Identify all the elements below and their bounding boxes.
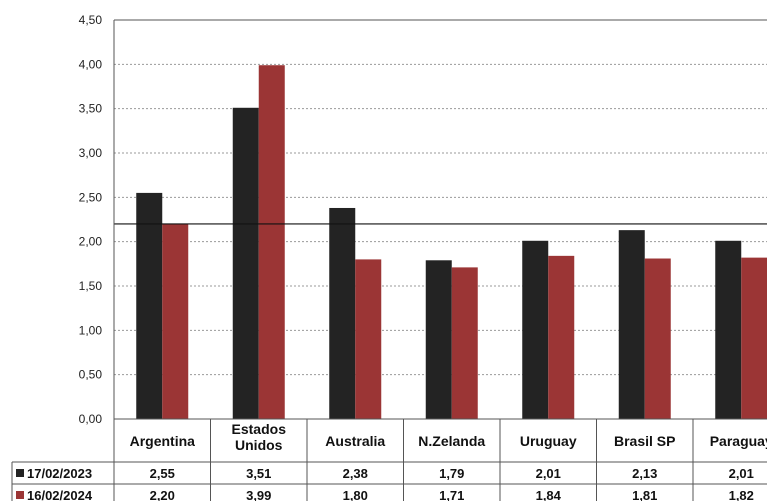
y-tick-label: 0,50	[79, 368, 103, 382]
category-label: Brasil SP	[614, 433, 675, 449]
category-label: Australia	[325, 433, 385, 449]
bar-17-02-2023-2	[329, 208, 355, 419]
data-label: 3,99	[246, 488, 271, 501]
category-label-line: Uruguay	[520, 433, 577, 449]
y-tick-label: 3,00	[79, 146, 103, 160]
category-label: Uruguay	[520, 433, 577, 449]
category-label-line: Unidos	[235, 437, 283, 453]
category-label-line: Australia	[325, 433, 385, 449]
data-label: 2,38	[343, 466, 368, 481]
bar-16-02-2024-3	[452, 267, 478, 419]
bar-17-02-2023-5	[619, 230, 645, 419]
data-label: 1,71	[439, 488, 464, 501]
y-tick-label: 4,50	[79, 13, 103, 27]
data-label: 2,55	[150, 466, 175, 481]
data-label: 1,79	[439, 466, 464, 481]
category-label: Paraguay	[710, 433, 767, 449]
bar-17-02-2023-6	[715, 241, 741, 419]
y-tick-label: 2,50	[79, 190, 103, 204]
legend-swatch	[16, 491, 24, 499]
bar-17-02-2023-0	[136, 193, 162, 419]
category-label-line: Paraguay	[710, 433, 767, 449]
data-label: 2,20	[150, 488, 175, 501]
data-label: 1,80	[343, 488, 368, 501]
data-label: 1,81	[632, 488, 657, 501]
category-label-line: Argentina	[130, 433, 196, 449]
legend-swatch	[16, 469, 24, 477]
legend-label: 17/02/2023	[27, 466, 92, 481]
y-tick-label: 1,50	[79, 279, 103, 293]
bar-17-02-2023-3	[426, 260, 452, 419]
category-label: N.Zelanda	[418, 433, 485, 449]
legend-label: 16/02/2024	[27, 488, 93, 501]
data-label: 1,84	[536, 488, 562, 501]
data-label: 2,01	[729, 466, 754, 481]
category-label-line: N.Zelanda	[418, 433, 485, 449]
category-label: Estados Unidos	[232, 421, 287, 453]
bar-17-02-2023-1	[233, 108, 259, 419]
category-label: Argentina	[130, 433, 196, 449]
bar-16-02-2024-5	[645, 259, 671, 419]
bar-16-02-2024-6	[741, 258, 767, 419]
data-label: 2,13	[632, 466, 657, 481]
y-tick-label: 1,00	[79, 323, 103, 337]
y-tick-label: 2,00	[79, 235, 103, 249]
category-label-line: Estados	[232, 421, 287, 437]
data-label: 3,51	[246, 466, 271, 481]
y-tick-label: 3,50	[79, 102, 103, 116]
data-label: 1,82	[729, 488, 754, 501]
bar-17-02-2023-4	[522, 241, 548, 419]
category-label-line: Brasil SP	[614, 433, 675, 449]
data-label: 2,01	[536, 466, 561, 481]
y-tick-label: 4,00	[79, 57, 103, 71]
y-tick-label: 0,00	[79, 412, 103, 426]
bar-16-02-2024-2	[355, 259, 381, 419]
bar-16-02-2024-0	[162, 224, 188, 419]
bar-16-02-2024-1	[259, 65, 285, 419]
bar-16-02-2024-4	[548, 256, 574, 419]
